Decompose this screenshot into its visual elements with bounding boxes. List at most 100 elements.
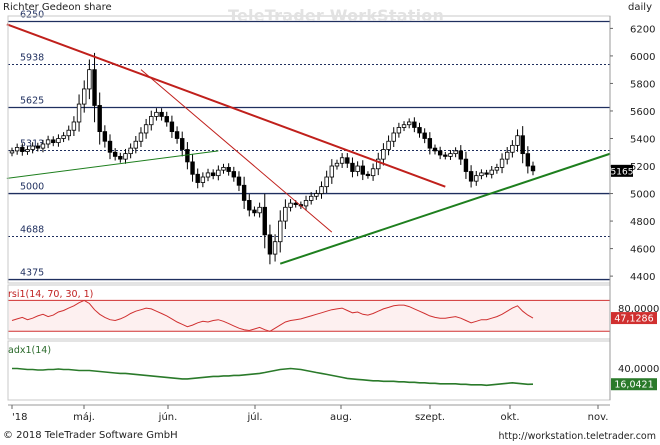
candle-body bbox=[453, 150, 458, 155]
candle-body bbox=[381, 149, 386, 160]
y-tick-label: 5000 bbox=[630, 190, 655, 201]
candle-body bbox=[365, 173, 371, 177]
candle-body bbox=[40, 143, 46, 149]
candle-body bbox=[334, 162, 340, 167]
adx-name: adx1(14) bbox=[8, 345, 51, 356]
candle-body bbox=[510, 144, 515, 153]
adx-axis-label: 40,0000 bbox=[618, 364, 659, 375]
chart-title: Richter Gedeon share bbox=[3, 2, 112, 13]
y-tick-label: 5400 bbox=[630, 134, 655, 145]
candle-body bbox=[437, 150, 443, 156]
candle-body bbox=[458, 150, 463, 160]
candle-body bbox=[427, 138, 433, 149]
candle-body bbox=[308, 195, 314, 201]
candle-body bbox=[468, 171, 474, 182]
candle-body bbox=[87, 69, 92, 90]
y-tick-label: 4400 bbox=[630, 272, 655, 283]
candle-body bbox=[303, 200, 309, 207]
candle-body bbox=[386, 140, 391, 150]
candle-body bbox=[159, 111, 164, 117]
candle-body bbox=[350, 162, 355, 172]
candle-body bbox=[216, 169, 221, 177]
candle-body bbox=[489, 169, 494, 175]
candle-body bbox=[174, 131, 180, 139]
candle-body bbox=[401, 124, 407, 128]
candle-body bbox=[499, 158, 505, 168]
y-tick-label: 6000 bbox=[630, 52, 655, 63]
candle-body bbox=[190, 161, 195, 175]
candle-body bbox=[314, 193, 319, 197]
candle-body bbox=[61, 135, 66, 139]
candle-body bbox=[293, 202, 298, 205]
candle-body bbox=[262, 206, 267, 236]
candle-body bbox=[417, 127, 422, 134]
candle-body bbox=[252, 209, 257, 214]
x-tick-label: okt. bbox=[500, 412, 519, 423]
trendline bbox=[6, 150, 219, 179]
candle-body bbox=[149, 116, 154, 126]
candle-body bbox=[329, 165, 335, 178]
candle-body bbox=[231, 171, 237, 178]
axes: 6200 6000 5800 5600 5400 5200 5000 4800 4600 4400… bbox=[7, 15, 655, 423]
candle-body bbox=[185, 149, 190, 163]
interval-label[interactable]: daily bbox=[628, 2, 652, 13]
x-tick-label: szept. bbox=[415, 412, 445, 423]
x-tick-label: nov. bbox=[588, 412, 609, 423]
trendline bbox=[279, 152, 611, 265]
candle-body bbox=[154, 111, 159, 117]
rsi-axis-label: 80,0000 bbox=[618, 304, 659, 315]
current-price-label: 5165 bbox=[611, 167, 634, 177]
adx-panel: adx1(14) 40,0000 16,0421 bbox=[8, 345, 659, 391]
candle-body bbox=[463, 158, 469, 172]
candle-body bbox=[345, 157, 350, 164]
candle-body bbox=[71, 121, 77, 131]
x-tick-label: jún. bbox=[158, 411, 178, 423]
candle-body bbox=[56, 138, 61, 144]
candle-body bbox=[205, 172, 211, 178]
candle-body bbox=[107, 140, 113, 153]
candle-body bbox=[396, 127, 402, 134]
candle-body bbox=[45, 139, 51, 145]
candle-body bbox=[138, 132, 144, 142]
candle-body bbox=[515, 135, 520, 146]
candle-body bbox=[221, 166, 226, 171]
y-tick-label: 4600 bbox=[630, 245, 655, 256]
candle-body bbox=[123, 153, 128, 160]
candle-body bbox=[267, 234, 273, 255]
candle-body bbox=[20, 147, 25, 152]
candle-body bbox=[128, 147, 133, 155]
rsi-value-box bbox=[611, 312, 657, 325]
adx-value-box bbox=[611, 378, 657, 391]
candle-body bbox=[494, 166, 500, 171]
watermark: TeleTrader WorkStation bbox=[228, 6, 445, 25]
trendline bbox=[140, 69, 333, 233]
level-label: 5000 bbox=[20, 182, 44, 193]
rsi-value-label: 47,1286 bbox=[614, 314, 653, 325]
candle-body bbox=[360, 165, 365, 175]
level-label: 4375 bbox=[20, 268, 44, 279]
candle-body bbox=[14, 147, 20, 152]
candle-body bbox=[525, 153, 531, 167]
candle-body bbox=[35, 145, 40, 149]
candle-body bbox=[169, 121, 175, 133]
candle-body bbox=[236, 176, 242, 186]
copyright-text: © 2018 TeleTrader Software GmbH bbox=[3, 430, 178, 441]
source-url[interactable]: http://workstation.teletrader.com bbox=[498, 431, 656, 442]
candle-body bbox=[118, 155, 123, 160]
candle-body bbox=[180, 138, 185, 150]
level-label: 6250 bbox=[20, 10, 44, 21]
candle-body bbox=[432, 147, 438, 152]
candle-body bbox=[257, 206, 262, 214]
rsi-name: rsi1(14, 70, 30, 1) bbox=[8, 289, 93, 300]
candle-body bbox=[283, 206, 288, 222]
candle-body bbox=[112, 151, 118, 157]
candle-body bbox=[505, 151, 510, 160]
candle-body bbox=[448, 153, 453, 157]
candle-body bbox=[474, 175, 479, 182]
candle-body bbox=[484, 172, 489, 175]
candle-body bbox=[443, 154, 448, 157]
candle-body bbox=[391, 132, 396, 142]
level-label: 5625 bbox=[20, 96, 44, 107]
adx-value-label: 16,0421 bbox=[614, 380, 653, 391]
